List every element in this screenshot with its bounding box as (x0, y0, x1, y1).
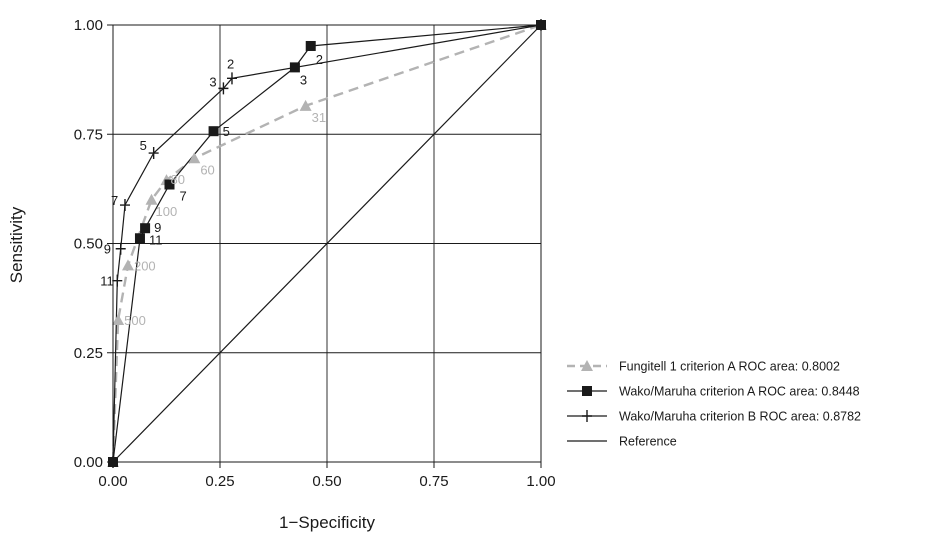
triangle-marker (112, 313, 125, 325)
triangle-marker (145, 193, 158, 205)
point-label: 5 (223, 124, 230, 139)
series-line-0 (111, 23, 542, 463)
point-label: 9 (104, 242, 111, 257)
square-marker (208, 126, 219, 137)
legend: Fungitell 1 criterion A ROC area: 0.8002… (567, 360, 861, 449)
point-label: 500 (124, 313, 146, 328)
square-marker (289, 62, 300, 73)
point-label: 200 (134, 258, 156, 273)
point-label: 3 (209, 74, 216, 89)
point-label: 60 (200, 162, 214, 177)
legend-label-0: Fungitell 1 criterion A ROC area: 0.8002 (619, 360, 840, 374)
legend-label-3: Reference (619, 435, 677, 449)
x-tick-label: 0.00 (98, 473, 127, 490)
square-marker (134, 233, 145, 244)
point-label: 3 (300, 72, 307, 87)
series-line-3 (112, 24, 542, 463)
x-axis-label: 1−Specificity (279, 513, 375, 532)
plus-marker (115, 242, 126, 255)
point-label: 80 (171, 172, 185, 187)
triangle-marker (121, 259, 134, 271)
y-axis-ticks: 0.00 0.25 0.50 0.75 1.00 (74, 17, 113, 471)
x-axis-ticks: 0.00 0.25 0.50 0.75 1.00 (98, 462, 556, 490)
plus-marker (148, 147, 159, 160)
point-label: 11 (100, 274, 114, 289)
point-label: 100 (156, 204, 178, 219)
point-label: 5 (140, 138, 147, 153)
square-marker (305, 40, 316, 51)
square-marker (582, 386, 592, 396)
plus-marker (226, 72, 237, 85)
point-label: 7 (179, 189, 186, 204)
legend-label-2: Wako/Maruha criterion B ROC area: 0.8782 (619, 410, 861, 424)
x-tick-label: 0.75 (419, 473, 448, 490)
x-tick-label: 0.50 (312, 473, 341, 490)
point-label: 2 (227, 56, 234, 71)
plus-marker (582, 410, 592, 422)
y-tick-label: 0.75 (74, 126, 103, 143)
x-tick-label: 0.25 (205, 473, 234, 490)
y-tick-label: 1.00 (74, 17, 103, 34)
triangle-marker (299, 99, 312, 111)
point-label: 11 (149, 232, 163, 247)
legend-label-1: Wako/Maruha criterion A ROC area: 0.8448 (619, 385, 860, 399)
y-tick-label: 0.25 (74, 345, 103, 362)
y-tick-label: 0.00 (74, 454, 103, 471)
plus-marker (119, 199, 130, 212)
point-label: 2 (316, 52, 323, 67)
plus-marker (112, 274, 123, 287)
x-tick-label: 1.00 (526, 473, 555, 490)
square-marker (164, 179, 175, 190)
square-marker (140, 223, 151, 234)
y-axis-label: Sensitivity (7, 206, 26, 283)
point-label: 31 (312, 110, 326, 125)
triangle-marker (581, 360, 593, 371)
plus-marker (218, 82, 229, 95)
point-label: 7 (111, 193, 118, 208)
point-label: 9 (154, 220, 161, 235)
y-tick-label: 0.50 (74, 236, 103, 253)
triangle-marker (188, 152, 201, 164)
